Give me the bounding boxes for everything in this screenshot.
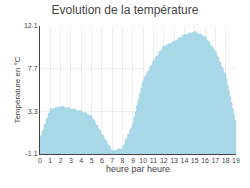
svg-text:heure par heure: heure par heure (106, 164, 170, 174)
svg-text:14: 14 (181, 157, 189, 164)
svg-text:15: 15 (191, 157, 199, 164)
svg-text:7: 7 (110, 157, 114, 164)
svg-text:8: 8 (121, 157, 125, 164)
svg-text:19: 19 (232, 157, 240, 164)
svg-text:-1.1: -1.1 (26, 150, 38, 157)
svg-text:13: 13 (170, 157, 178, 164)
svg-text:5: 5 (90, 157, 94, 164)
svg-text:1: 1 (48, 157, 52, 164)
svg-text:2: 2 (59, 157, 63, 164)
svg-text:16: 16 (201, 157, 209, 164)
svg-text:4: 4 (79, 157, 83, 164)
svg-text:Evolution de la température: Evolution de la température (52, 3, 199, 17)
svg-text:7.7: 7.7 (28, 65, 38, 72)
svg-text:9: 9 (131, 157, 135, 164)
svg-text:3: 3 (69, 157, 73, 164)
svg-text:18: 18 (222, 157, 230, 164)
svg-text:0: 0 (38, 157, 42, 164)
svg-text:17: 17 (211, 157, 219, 164)
svg-text:11: 11 (150, 157, 157, 164)
svg-text:10: 10 (139, 157, 147, 164)
svg-text:12.1: 12.1 (24, 22, 38, 29)
svg-text:3.3: 3.3 (28, 108, 38, 115)
svg-text:6: 6 (100, 157, 104, 164)
svg-text:Température en °C: Température en °C (13, 56, 22, 123)
svg-text:12: 12 (160, 157, 168, 164)
